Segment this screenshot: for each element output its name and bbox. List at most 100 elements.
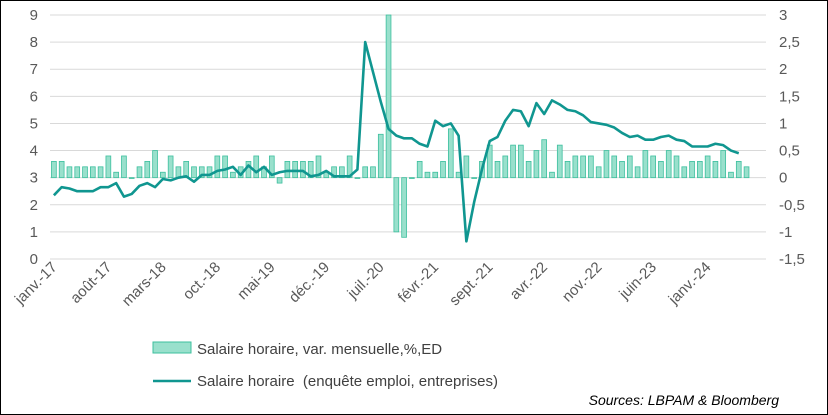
bar (222, 155, 228, 179)
bar (518, 144, 524, 179)
bar (136, 166, 143, 179)
legend-bar-label: Salaire horaire, var. mensuelle,%,ED (197, 341, 442, 358)
right-tick-label: -1,5 (779, 251, 805, 268)
bar (595, 166, 602, 179)
bar (339, 166, 345, 179)
bar (673, 155, 680, 179)
right-tick-label: 0 (779, 170, 787, 187)
right-tick-label: 2,5 (779, 34, 800, 51)
bar (191, 166, 197, 179)
bar (572, 155, 579, 179)
legend-bar-swatch (152, 341, 192, 354)
left-tick-label: 0 (30, 251, 38, 268)
x-tick-label: avr.-22 (507, 259, 551, 303)
bar (556, 144, 563, 179)
x-tick-label: janv.-24 (665, 259, 715, 309)
left-axis-ticks: 0 1 2 3 4 5 6 7 8 9 (30, 7, 38, 268)
bar (720, 150, 727, 179)
bar (564, 160, 571, 179)
x-tick-label: déc.-19 (286, 259, 333, 306)
bar (416, 160, 423, 179)
series-line (52, 40, 740, 243)
bar (619, 160, 625, 179)
bar (315, 155, 322, 179)
bar (603, 150, 610, 179)
source-note: Sources: LBPAM & Bloomberg (589, 392, 780, 408)
bar (642, 150, 649, 179)
bar (253, 155, 260, 179)
bar (533, 150, 540, 179)
left-tick-label: 2 (30, 197, 38, 214)
x-tick-label: mai-19 (234, 259, 278, 303)
bar (471, 177, 477, 179)
bar (634, 166, 641, 179)
bar (89, 166, 96, 179)
right-tick-label: -0,5 (779, 197, 805, 214)
bar (214, 155, 221, 179)
bar (51, 160, 57, 179)
bar (377, 133, 384, 179)
left-tick-label: 1 (30, 224, 38, 241)
left-tick-label: 3 (30, 170, 38, 187)
x-tick-label: févr.-21 (395, 259, 442, 306)
right-tick-label: 1 (779, 115, 787, 132)
bar (284, 160, 291, 179)
bar (626, 155, 633, 179)
bar (385, 14, 392, 179)
bar (447, 128, 454, 179)
right-axis-ticks: -1,5 -1 -0,5 0 0,5 1 1,5 2 2,5 3 (779, 7, 805, 268)
left-tick-label: 5 (30, 115, 38, 132)
bar (292, 160, 298, 179)
x-tick-label: juil.-20 (344, 259, 388, 303)
bar (611, 155, 618, 179)
bar (502, 155, 509, 179)
bar (658, 160, 664, 179)
gridlines (50, 14, 766, 260)
bar (525, 160, 532, 179)
bar (113, 171, 119, 179)
bar (728, 171, 734, 179)
bar (424, 171, 431, 179)
right-tick-label: 0,5 (779, 143, 800, 160)
bar (689, 160, 695, 179)
bar (370, 166, 376, 179)
bar (300, 160, 306, 179)
bar (743, 166, 750, 179)
bar-series (51, 14, 750, 238)
left-tick-label: 7 (30, 61, 38, 78)
bar (393, 177, 400, 233)
bar (128, 177, 135, 179)
bar (362, 166, 369, 179)
bar (354, 177, 361, 179)
left-tick-label: 4 (30, 143, 38, 160)
bar (307, 160, 314, 179)
legend-line-label: Salaire horaire (enquête emploi, entrepr… (197, 373, 498, 390)
bar (588, 155, 594, 179)
bar (230, 171, 236, 179)
bar (409, 177, 415, 179)
bar (58, 160, 65, 179)
x-tick-label: août-17 (67, 259, 115, 307)
bar (105, 155, 112, 179)
left-tick-label: 9 (30, 7, 38, 24)
left-tick-label: 6 (30, 88, 38, 105)
bar (346, 155, 353, 179)
legend: Salaire horaire, var. mensuelle,%,ED Sal… (152, 341, 498, 390)
bar (704, 155, 711, 179)
bar (510, 144, 516, 179)
bar (74, 166, 81, 179)
bar (167, 155, 174, 179)
bar (401, 177, 407, 238)
bar (331, 166, 337, 179)
right-tick-label: -1 (779, 224, 792, 241)
bar (97, 166, 104, 179)
bar (580, 155, 586, 179)
x-axis-ticks: janv.-17 août-17 mars-18 oct.-18 mai-19 déc.-… (11, 259, 714, 310)
bar (650, 155, 656, 179)
bar (152, 150, 158, 179)
x-tick-label: juin-23 (615, 259, 660, 304)
bar (697, 160, 703, 179)
bar (681, 166, 688, 179)
bar (463, 155, 470, 179)
